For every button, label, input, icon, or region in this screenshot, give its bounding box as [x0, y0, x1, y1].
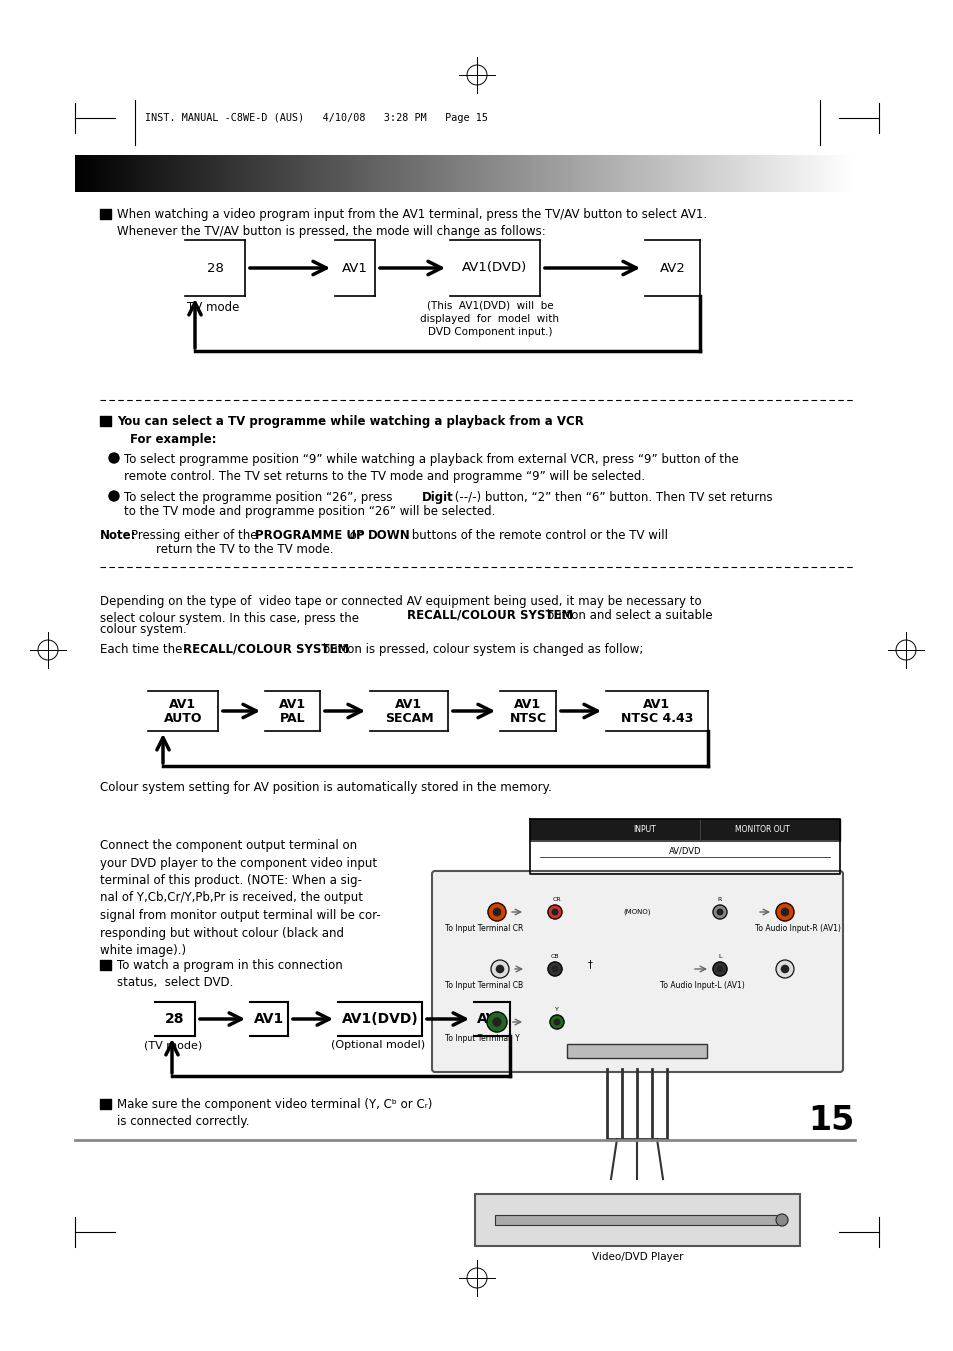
Text: Connect the component output terminal on
your DVD player to the component video : Connect the component output terminal on…: [100, 839, 380, 957]
Text: TV mode: TV mode: [187, 301, 239, 313]
Circle shape: [493, 1019, 500, 1025]
Text: †: †: [587, 959, 592, 969]
Text: button is pressed, colour system is changed as follow;: button is pressed, colour system is chan…: [318, 643, 642, 657]
Text: CB: CB: [550, 954, 558, 959]
Circle shape: [109, 490, 119, 501]
Text: colour system.: colour system.: [100, 623, 187, 636]
Text: 15: 15: [808, 1104, 854, 1138]
Circle shape: [486, 1012, 506, 1032]
Circle shape: [781, 966, 788, 973]
Text: NTSC: NTSC: [509, 712, 546, 724]
Text: RECALL/COLOUR SYSTEM: RECALL/COLOUR SYSTEM: [183, 643, 349, 657]
Text: AV/DVD: AV/DVD: [668, 847, 700, 857]
Text: (--/-) button, “2” then “6” button. Then TV set returns: (--/-) button, “2” then “6” button. Then…: [451, 490, 772, 504]
Text: AV1: AV1: [253, 1012, 284, 1025]
Text: (Optional model): (Optional model): [331, 1040, 425, 1050]
Bar: [475, 1194, 800, 1246]
Circle shape: [550, 1015, 563, 1029]
Text: L: L: [718, 954, 721, 959]
Text: 28: 28: [165, 1012, 185, 1025]
Text: Each time the: Each time the: [100, 643, 186, 657]
Text: To Input Terminal CB: To Input Terminal CB: [444, 981, 522, 990]
Text: to the TV mode and programme position “26” will be selected.: to the TV mode and programme position “2…: [124, 505, 495, 517]
Text: INPUT: INPUT: [633, 825, 656, 834]
Text: To Input Terminal  Y: To Input Terminal Y: [444, 1034, 519, 1043]
Circle shape: [717, 966, 722, 971]
Circle shape: [775, 1215, 787, 1225]
Text: CR: CR: [552, 897, 560, 902]
Text: Y: Y: [555, 1006, 558, 1012]
Text: AV1: AV1: [395, 698, 422, 712]
Text: (TV mode): (TV mode): [144, 1040, 202, 1050]
Text: To watch a program in this connection
status,  select DVD.: To watch a program in this connection st…: [117, 959, 342, 989]
Circle shape: [552, 966, 558, 971]
Text: Digit: Digit: [421, 490, 454, 504]
Bar: [566, 1044, 706, 1058]
Circle shape: [488, 902, 505, 921]
Text: RECALL/COLOUR SYSTEM: RECALL/COLOUR SYSTEM: [407, 609, 573, 621]
Text: AV1: AV1: [342, 262, 368, 274]
Circle shape: [775, 902, 793, 921]
Text: NTSC 4.43: NTSC 4.43: [620, 712, 693, 724]
Circle shape: [491, 961, 509, 978]
Text: To select programme position “9” while watching a playback from external VCR, pr: To select programme position “9” while w…: [124, 453, 738, 484]
Circle shape: [717, 909, 722, 915]
Text: To Input Terminal CR: To Input Terminal CR: [444, 924, 523, 934]
Circle shape: [496, 966, 503, 973]
Text: (This  AV1(DVD)  will  be
displayed  for  model  with
DVD Component input.): (This AV1(DVD) will be displayed for mod…: [420, 301, 558, 338]
Text: When watching a video program input from the AV1 terminal, press the TV/AV butto: When watching a video program input from…: [117, 208, 706, 238]
Text: buttons of the remote control or the TV will: buttons of the remote control or the TV …: [408, 530, 667, 542]
Text: To select the programme position “26”, press: To select the programme position “26”, p…: [124, 490, 395, 504]
Text: INST. MANUAL -C8WE-D (AUS)   4/10/08   3:28 PM   Page 15: INST. MANUAL -C8WE-D (AUS) 4/10/08 3:28 …: [145, 113, 488, 123]
Text: For example:: For example:: [130, 434, 216, 446]
Text: You can select a TV programme while watching a playback from a VCR: You can select a TV programme while watc…: [117, 415, 583, 428]
Text: Pressing either of the: Pressing either of the: [131, 530, 261, 542]
Text: DOWN: DOWN: [368, 530, 411, 542]
Text: AV2: AV2: [659, 262, 684, 274]
Circle shape: [712, 962, 726, 975]
Text: AV1(DVD): AV1(DVD): [341, 1012, 418, 1025]
Circle shape: [712, 905, 726, 919]
Text: To Audio Input-L (AV1): To Audio Input-L (AV1): [659, 981, 744, 990]
Text: Colour system setting for AV position is automatically stored in the memory.: Colour system setting for AV position is…: [100, 781, 551, 794]
Text: AV1: AV1: [514, 698, 541, 712]
Circle shape: [493, 908, 500, 916]
Text: Depending on the type of  video tape or connected AV equipment being used, it ma: Depending on the type of video tape or c…: [100, 594, 700, 626]
Text: AV1: AV1: [170, 698, 196, 712]
Text: SECAM: SECAM: [384, 712, 433, 724]
Text: PAL: PAL: [279, 712, 305, 724]
Text: MONITOR OUT: MONITOR OUT: [735, 825, 789, 834]
FancyBboxPatch shape: [432, 871, 842, 1071]
Text: Video/DVD Player: Video/DVD Player: [591, 1252, 682, 1262]
Text: To Audio Input-R (AV1): To Audio Input-R (AV1): [754, 924, 840, 934]
Circle shape: [554, 1019, 559, 1025]
Text: return the TV to the TV mode.: return the TV to the TV mode.: [156, 543, 334, 557]
Text: or: or: [346, 530, 365, 542]
Text: R: R: [717, 897, 721, 902]
Text: AV1(DVD): AV1(DVD): [462, 262, 527, 274]
Text: AV1: AV1: [278, 698, 306, 712]
Text: AV1: AV1: [642, 698, 670, 712]
Text: AUTO: AUTO: [164, 712, 202, 724]
Circle shape: [775, 961, 793, 978]
Circle shape: [781, 908, 788, 916]
Text: AV2: AV2: [476, 1012, 507, 1025]
Text: button and select a suitable: button and select a suitable: [542, 609, 712, 621]
Text: (MONO): (MONO): [622, 909, 650, 915]
Bar: [495, 1215, 780, 1225]
Text: PROGRAMME UP: PROGRAMME UP: [254, 530, 364, 542]
Text: Make sure the component video terminal (Y, Cᵇ or Cᵣ)
is connected correctly.: Make sure the component video terminal (…: [117, 1098, 432, 1128]
Circle shape: [109, 453, 119, 463]
Circle shape: [552, 909, 558, 915]
Text: Note:: Note:: [100, 530, 136, 542]
Text: 28: 28: [207, 262, 223, 274]
Circle shape: [547, 962, 561, 975]
Circle shape: [547, 905, 561, 919]
